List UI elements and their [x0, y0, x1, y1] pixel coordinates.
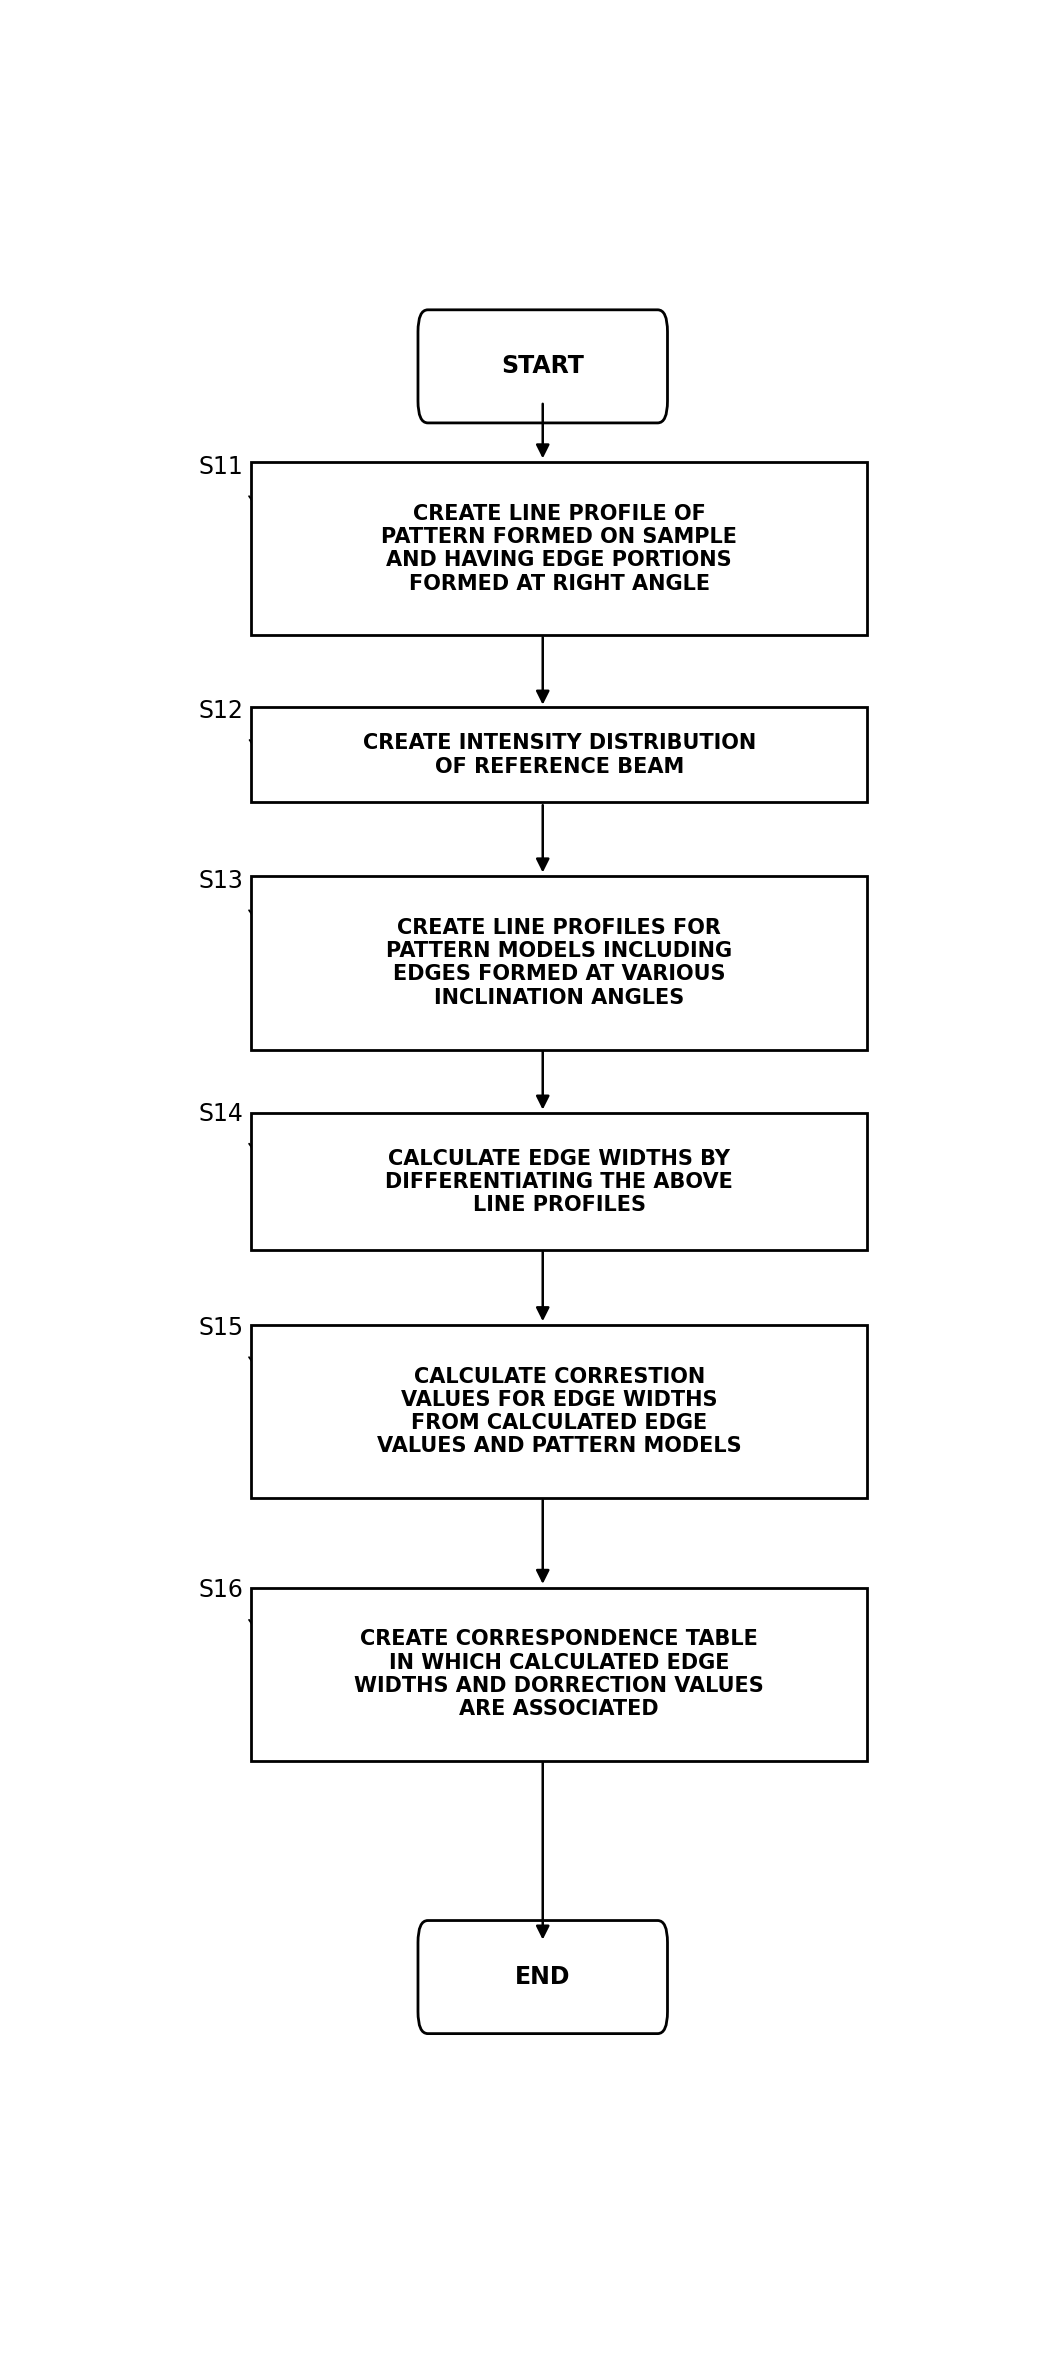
Bar — [251, 462, 867, 635]
Text: S16: S16 — [198, 1578, 243, 1601]
Bar — [251, 1113, 867, 1251]
Bar — [251, 877, 867, 1049]
Text: S13: S13 — [198, 869, 243, 893]
FancyBboxPatch shape — [418, 310, 667, 424]
Text: S15: S15 — [198, 1315, 244, 1341]
Bar — [251, 708, 867, 803]
Text: CREATE INTENSITY DISTRIBUTION
OF REFERENCE BEAM: CREATE INTENSITY DISTRIBUTION OF REFEREN… — [362, 734, 756, 777]
Text: CALCULATE CORRESTION
VALUES FOR EDGE WIDTHS
FROM CALCULATED EDGE
VALUES AND PATT: CALCULATE CORRESTION VALUES FOR EDGE WID… — [377, 1367, 741, 1457]
Text: CALCULATE EDGE WIDTHS BY
DIFFERENTIATING THE ABOVE
LINE PROFILES: CALCULATE EDGE WIDTHS BY DIFFERENTIATING… — [385, 1149, 733, 1215]
Text: S11: S11 — [198, 455, 243, 479]
Text: CREATE LINE PROFILES FOR
PATTERN MODELS INCLUDING
EDGES FORMED AT VARIOUS
INCLIN: CREATE LINE PROFILES FOR PATTERN MODELS … — [387, 919, 732, 1007]
Bar — [251, 1587, 867, 1760]
FancyBboxPatch shape — [418, 1921, 667, 2033]
Text: END: END — [515, 1964, 571, 1990]
Text: S14: S14 — [198, 1102, 243, 1125]
Text: CREATE LINE PROFILE OF
PATTERN FORMED ON SAMPLE
AND HAVING EDGE PORTIONS
FORMED : CREATE LINE PROFILE OF PATTERN FORMED ON… — [381, 505, 737, 595]
Bar — [251, 1324, 867, 1497]
Text: START: START — [501, 355, 585, 379]
Text: CREATE CORRESPONDENCE TABLE
IN WHICH CALCULATED EDGE
WIDTHS AND DORRECTION VALUE: CREATE CORRESPONDENCE TABLE IN WHICH CAL… — [355, 1630, 764, 1720]
Text: S12: S12 — [198, 699, 243, 723]
